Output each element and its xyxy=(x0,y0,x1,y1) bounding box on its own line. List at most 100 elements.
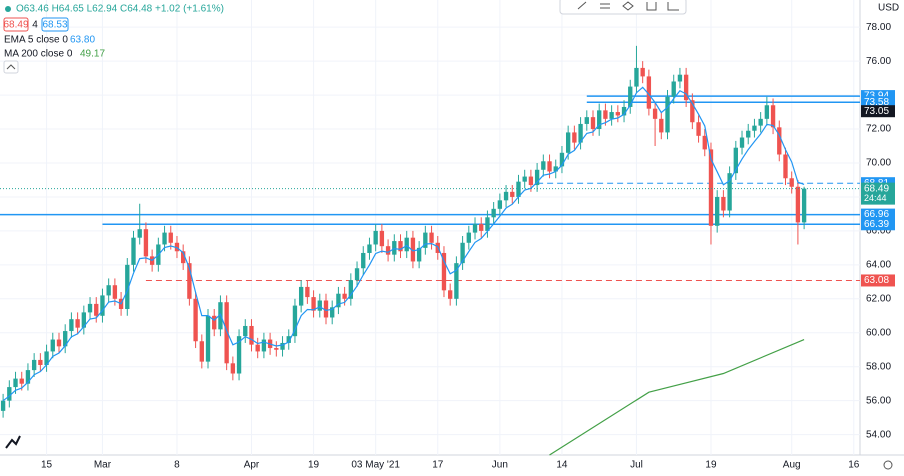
candle-body xyxy=(13,378,18,388)
x-tick-label: Mar xyxy=(94,460,112,471)
ma-line xyxy=(549,339,805,456)
candle-body xyxy=(87,303,93,313)
candle-body xyxy=(292,305,298,337)
candle-body xyxy=(379,230,385,247)
candle-body xyxy=(342,293,347,299)
ask-box[interactable] xyxy=(41,17,69,32)
currency[interactable]: USD xyxy=(878,3,899,14)
price-tag xyxy=(861,105,895,118)
candle-body xyxy=(584,117,589,124)
candle-body xyxy=(162,232,167,245)
candle-body xyxy=(553,166,558,172)
candle-body xyxy=(56,339,62,347)
x-tick-label: Jun xyxy=(492,460,508,471)
toolbar-icons[interactable] xyxy=(577,1,679,11)
candle-body xyxy=(659,118,664,133)
candle-body xyxy=(416,247,422,262)
candle-body xyxy=(510,191,515,197)
candle-body xyxy=(522,176,527,182)
candle-body xyxy=(559,152,565,167)
candle-body xyxy=(305,286,310,298)
currency-box[interactable]: USD xyxy=(878,3,899,14)
candle-body xyxy=(578,123,583,143)
candle-body xyxy=(441,252,447,291)
candle-body xyxy=(764,105,770,119)
y-tick-label: 60.00 xyxy=(866,327,891,338)
candle-body xyxy=(255,344,260,352)
settings-icon[interactable] xyxy=(883,460,893,470)
price-tag-label: 68.49 xyxy=(864,183,889,194)
price-tag-label: 66.96 xyxy=(864,209,889,220)
candle-body xyxy=(143,229,149,257)
candle-body xyxy=(224,302,229,364)
candle-body xyxy=(7,387,12,401)
price-tag-label: 73.58 xyxy=(864,97,889,108)
candle-body xyxy=(652,108,658,119)
candle-body xyxy=(801,188,807,223)
candle-body xyxy=(516,181,521,197)
candle-body xyxy=(261,339,267,352)
toolbar xyxy=(559,0,687,15)
collapse-button[interactable] xyxy=(3,60,19,74)
candle-body xyxy=(727,173,732,211)
candle-body xyxy=(100,295,105,316)
price-tag-label: 73.05 xyxy=(864,106,889,117)
candle-body xyxy=(448,290,453,299)
candle-body xyxy=(640,67,645,77)
candle-body xyxy=(466,232,471,243)
price-tag xyxy=(861,208,895,221)
candle-body xyxy=(758,118,763,126)
candle-body xyxy=(199,341,204,362)
candle-body xyxy=(665,96,670,133)
candle-body xyxy=(404,237,409,252)
candle-body xyxy=(491,208,496,218)
candle-body xyxy=(330,307,335,318)
x-tick-label: 17 xyxy=(432,460,444,471)
price-tag xyxy=(861,274,895,287)
candle-body xyxy=(392,241,397,255)
candle-body xyxy=(739,137,745,148)
candle-body xyxy=(0,400,6,411)
candle-body xyxy=(671,81,676,97)
x-tick-label: 15 xyxy=(41,460,53,471)
candle-body xyxy=(106,285,111,296)
bid-box[interactable] xyxy=(3,17,29,32)
candle-body xyxy=(286,336,291,343)
candle-body xyxy=(541,161,546,170)
candle-body xyxy=(373,230,378,245)
candle-body xyxy=(367,244,372,253)
candle-body xyxy=(44,351,49,366)
candle-body xyxy=(702,135,707,150)
candle-body xyxy=(597,110,602,130)
candle-body xyxy=(361,252,366,269)
candle-body xyxy=(174,242,180,252)
candle-body xyxy=(609,112,614,119)
candle-body xyxy=(181,251,186,264)
candle-body xyxy=(783,154,788,179)
candle-body xyxy=(354,268,360,281)
candle-body xyxy=(423,232,428,248)
price-tag-label: 66.39 xyxy=(864,219,889,230)
candle-body xyxy=(565,132,571,153)
candle-body xyxy=(503,191,509,201)
ema-label: EMA 5 close 0 xyxy=(4,35,68,46)
y-tick-label: 72.00 xyxy=(866,124,891,135)
candle-body xyxy=(795,186,801,223)
candle-body xyxy=(770,105,776,128)
candle-body xyxy=(708,149,714,226)
x-tick-label: Jul xyxy=(630,460,643,471)
candle-body xyxy=(572,132,577,143)
candle-body xyxy=(733,147,738,174)
candle-body xyxy=(317,300,322,311)
candle-body xyxy=(348,280,354,299)
ohlc: O63.46 H64.65 L62.94 C64.48 +1.02 (+1.61… xyxy=(16,4,224,15)
y-tick-label: 64.00 xyxy=(866,259,891,270)
candle-body xyxy=(50,339,55,352)
y-tick-label: 78.00 xyxy=(866,22,891,33)
candle-body xyxy=(528,176,534,186)
candle-body xyxy=(336,293,341,308)
bid[interactable]: 68.49 xyxy=(3,20,28,31)
ask[interactable]: 68.53 xyxy=(42,20,67,31)
